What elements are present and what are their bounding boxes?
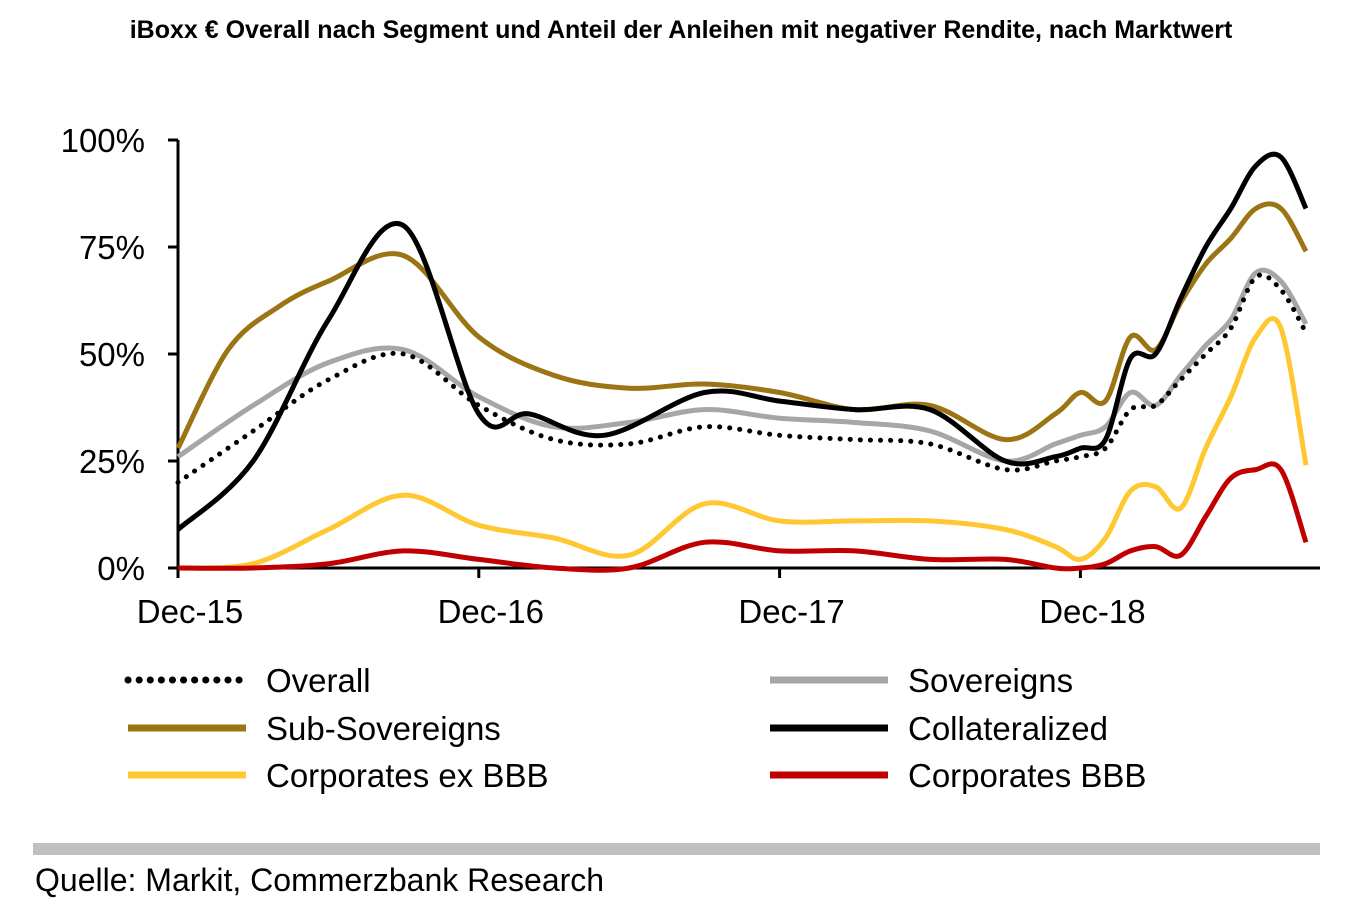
chart-title: iBoxx € Overall nach Segment und Anteil … [129,16,1233,44]
series-line-collateralized [176,151,1309,532]
y-tick-label: 100% [61,122,145,159]
series-line-sub-sovereigns [175,201,1309,450]
legend-label-corporates-bbb: Corporates BBB [908,757,1146,794]
legend-label-collateralized: Collateralized [908,710,1108,747]
x-tick-label: Dec-16 [438,593,544,630]
y-tick-label: 75% [79,229,145,266]
source-divider [33,843,1320,855]
legend-label-overall: Overall [266,662,371,699]
line-chart: 0% 25% 50% 75% 100% Dec-15 Dec-16 Dec-17 Dec-18 O… [61,122,1320,794]
y-tick-label: 25% [79,443,145,480]
legend-label-sovereigns: Sovereigns [908,662,1073,699]
y-tick-label: 50% [79,336,145,373]
series-line-corporates-ex-bbb [177,316,1309,571]
x-tick-label: Dec-17 [738,593,844,630]
x-tick-label: Dec-18 [1039,593,1145,630]
legend-label-sub-sovereigns: Sub-Sovereigns [266,710,501,747]
series-line-corporates-bbb [177,461,1309,573]
y-tick-label: 0% [97,550,145,587]
legend-label-corporates-ex-bbb: Corporates ex BBB [266,757,548,794]
x-tick-label: Dec-15 [137,593,243,630]
source-note: Quelle: Markit, Commerzbank Research [35,862,605,898]
series-line-overall [175,272,1309,485]
series-line-sovereigns [176,267,1309,464]
